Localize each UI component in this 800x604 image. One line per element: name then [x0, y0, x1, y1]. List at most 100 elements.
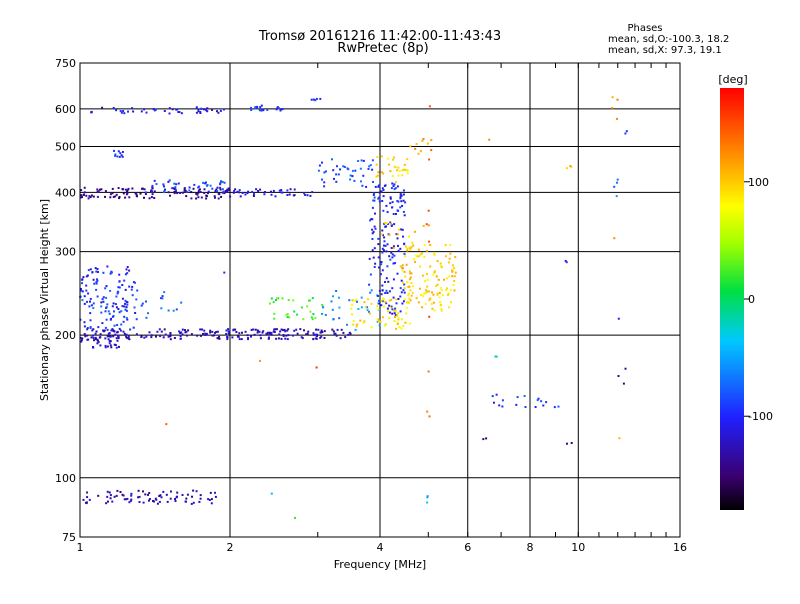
data-point	[414, 147, 417, 150]
data-point	[454, 256, 457, 258]
data-point	[178, 111, 181, 114]
data-point	[117, 150, 120, 153]
data-point	[384, 323, 387, 326]
data-point	[114, 333, 117, 336]
data-point	[123, 112, 126, 115]
data-point	[375, 163, 378, 166]
data-point	[325, 170, 327, 173]
data-point	[119, 152, 122, 155]
y-tick-label: 200	[55, 329, 76, 342]
data-point	[226, 188, 229, 191]
data-point	[312, 98, 315, 101]
data-point	[422, 138, 425, 140]
data-point	[383, 222, 386, 225]
data-point	[407, 294, 410, 297]
data-point	[380, 304, 383, 307]
data-point	[382, 195, 385, 198]
data-point	[293, 310, 296, 313]
data-point	[380, 263, 383, 266]
data-point	[379, 273, 382, 276]
data-point	[110, 329, 113, 332]
data-point	[141, 187, 144, 190]
data-point	[404, 255, 407, 258]
data-point	[83, 191, 86, 194]
data-point	[209, 491, 212, 494]
data-point	[150, 189, 153, 192]
data-point	[190, 502, 193, 505]
data-point	[390, 222, 393, 225]
data-point	[144, 493, 147, 496]
data-point	[214, 196, 216, 199]
data-point	[214, 495, 217, 498]
data-point	[89, 300, 91, 303]
data-point	[403, 168, 405, 171]
data-point	[195, 111, 198, 114]
data-point	[100, 305, 103, 308]
data-point	[436, 260, 439, 263]
data-point	[192, 501, 195, 504]
data-point	[108, 332, 111, 335]
data-point	[453, 289, 456, 292]
data-point	[112, 107, 115, 109]
data-point	[392, 245, 395, 248]
data-point	[126, 266, 129, 268]
data-point	[482, 438, 485, 441]
data-point	[488, 138, 491, 141]
data-point	[219, 183, 222, 186]
data-point	[220, 180, 222, 183]
data-point	[215, 188, 218, 191]
data-point	[115, 109, 118, 112]
data-point	[195, 192, 198, 195]
data-point	[405, 312, 408, 315]
data-point	[431, 291, 433, 294]
data-point	[105, 307, 107, 309]
data-point	[398, 326, 401, 329]
data-point	[338, 317, 341, 320]
data-point	[270, 492, 273, 495]
data-point	[250, 328, 253, 331]
data-point	[111, 187, 114, 190]
data-point	[372, 199, 375, 202]
data-point	[380, 299, 383, 302]
data-point	[88, 498, 91, 501]
data-point	[99, 333, 102, 336]
data-point	[542, 404, 545, 407]
data-point	[446, 293, 449, 296]
data-point	[106, 303, 109, 306]
data-point	[80, 340, 83, 343]
data-point	[174, 500, 177, 502]
data-point	[393, 309, 396, 312]
data-point	[616, 178, 619, 181]
data-point	[362, 159, 365, 162]
data-point	[125, 317, 128, 319]
data-point	[127, 335, 130, 338]
data-point	[176, 491, 179, 494]
data-point	[102, 300, 105, 303]
data-point	[287, 334, 290, 337]
data-point	[440, 303, 443, 306]
data-point	[419, 150, 422, 153]
data-point	[211, 334, 214, 337]
data-point	[179, 332, 182, 334]
data-point	[145, 300, 147, 303]
data-point	[147, 312, 149, 315]
data-point	[613, 185, 616, 188]
data-point	[392, 278, 395, 281]
data-point	[391, 201, 394, 204]
phases-header: Phases	[627, 23, 662, 34]
data-point	[128, 269, 131, 272]
data-point	[163, 191, 165, 194]
data-point	[180, 331, 183, 334]
data-point	[427, 209, 430, 212]
data-point	[566, 442, 568, 445]
data-point	[129, 499, 132, 502]
data-point	[403, 163, 406, 166]
data-point	[181, 494, 184, 496]
data-point	[392, 246, 395, 249]
data-point	[360, 296, 363, 299]
data-point	[114, 303, 117, 306]
data-point	[399, 295, 402, 298]
data-point	[162, 336, 165, 339]
data-point	[396, 200, 399, 202]
data-point	[378, 299, 380, 302]
